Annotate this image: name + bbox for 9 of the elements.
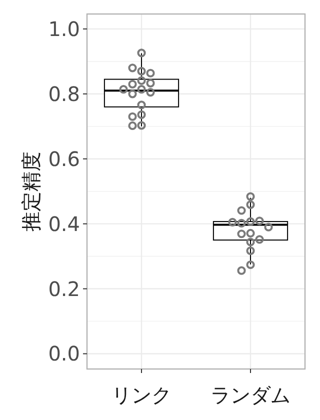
y-tick-label: 1.0 (48, 16, 80, 41)
y-tick-label: 0.4 (48, 212, 80, 236)
x-tick-label: リンク (112, 383, 172, 407)
x-tick-label: ランダム (210, 383, 290, 407)
y-axis-title: 推定精度 (19, 152, 43, 232)
y-tick-label: 0.8 (48, 82, 80, 106)
y-tick-label: 0.0 (48, 342, 80, 366)
y-tick-label: 0.6 (48, 146, 80, 171)
y-tick-label: 0.2 (48, 276, 80, 301)
